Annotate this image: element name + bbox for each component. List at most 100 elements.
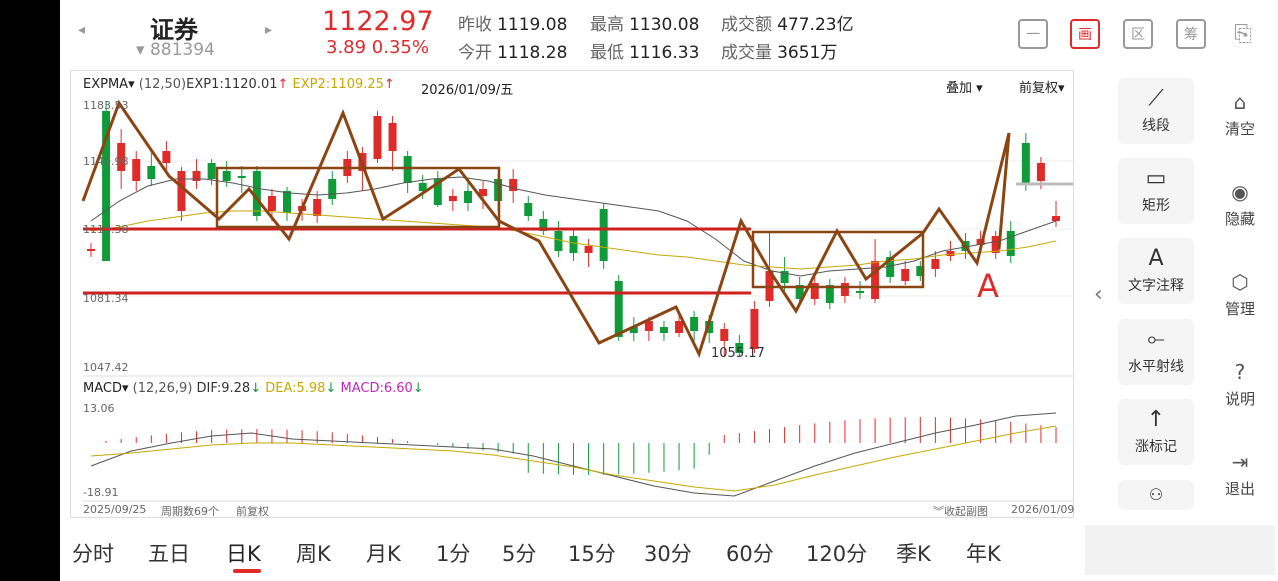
tool-rectangle[interactable]: ▭ 矩形 [1118, 158, 1194, 224]
tab-15min[interactable]: 15分 [568, 542, 616, 566]
adjust-label: 前复权 [1019, 81, 1059, 96]
candle-body [840, 283, 849, 296]
tab-five-day[interactable]: 五日 [148, 542, 190, 566]
dropdown-icon: ▾ [976, 81, 983, 96]
macd-indicator-header: MACD▾ (12,26,9) DIF:9.28↓ DEA:5.98↓ MACD… [83, 381, 424, 396]
macd-selector[interactable]: MACD [83, 381, 122, 396]
stat-label: 今开 [458, 43, 492, 63]
pattern-icon: ⚇ [1148, 485, 1164, 504]
calc-icon[interactable]: 筹 [1176, 19, 1206, 49]
crosshair-date: 2026/01/09/五 [421, 83, 514, 98]
stock-code-text: 881394 [149, 40, 215, 60]
drawn-wave-line[interactable] [81, 99, 1011, 359]
side-label: 说明 [1224, 390, 1255, 408]
indicator-selector[interactable]: EXPMA [83, 77, 129, 92]
section-icon[interactable]: 区 [1123, 19, 1153, 49]
drawn-rectangle-2[interactable] [751, 230, 925, 289]
tool-more[interactable]: ⚇ [1118, 480, 1194, 510]
stock-name: 证券 [150, 16, 198, 44]
side-label: 管理 [1224, 300, 1255, 318]
candle-body [705, 321, 714, 333]
tab-quarterly-k[interactable]: 季K [896, 542, 931, 566]
period-tab-bar: 分时 五日 日K 周K 月K 1分 5分 15分 30分 60分 120分 季K… [60, 532, 1090, 573]
candle-body [162, 151, 171, 163]
candle-body [780, 271, 789, 283]
tool-label: 涨标记 [1135, 439, 1177, 455]
candle-body [524, 203, 533, 216]
candle-body [916, 266, 925, 276]
candle-body [569, 236, 578, 253]
candle-body [1006, 231, 1015, 256]
collapse-subchart-button[interactable]: ︾收起副图 [933, 503, 988, 519]
stat-label: 最低 [590, 43, 624, 63]
candle-body [735, 343, 744, 353]
stock-code[interactable]: ▾ 881394 [136, 40, 215, 60]
candle-body [1036, 163, 1045, 181]
clear-button[interactable]: ⌂ 清空 [1215, 90, 1265, 139]
candle-body [479, 189, 488, 196]
candle-body [886, 257, 895, 277]
exit-icon: ⇥ [1231, 450, 1249, 474]
tab-5min[interactable]: 5分 [502, 542, 537, 566]
tab-intraday[interactable]: 分时 [72, 542, 114, 566]
tab-daily-k[interactable]: 日K [226, 542, 261, 566]
candle-body [810, 283, 819, 299]
stat-volume: 成交量 3651万 [721, 38, 837, 63]
kline-chart-panel[interactable]: EXPMA▾ (12,50)EXP1:1120.01↑ EXP2:1109.25… [70, 70, 1074, 518]
tab-monthly-k[interactable]: 月K [366, 542, 401, 566]
candle-body [403, 156, 412, 183]
macd-y-top: 13.06 [83, 402, 115, 415]
next-stock-arrow-icon[interactable]: ▸ [265, 22, 273, 38]
tab-1min[interactable]: 1分 [436, 542, 471, 566]
candle-body [102, 111, 111, 261]
tab-30min[interactable]: 30分 [644, 542, 692, 566]
eye-icon: ◉ [1231, 180, 1249, 204]
tool-ray[interactable]: ⟜ 水平射线 [1118, 319, 1194, 385]
prev-stock-arrow-icon[interactable]: ◂ [78, 22, 86, 38]
tab-120min[interactable]: 120分 [806, 542, 868, 566]
candle-body [991, 236, 1000, 253]
kline-chart-svg[interactable] [71, 71, 1075, 519]
active-tab-indicator [233, 569, 261, 573]
manage-button[interactable]: ⬡ 管理 [1215, 270, 1265, 319]
tab-weekly-k[interactable]: 周K [296, 542, 331, 566]
annotation-text[interactable]: A [977, 267, 999, 305]
overlay-selector[interactable]: 叠加 ▾ [946, 77, 983, 96]
adjust-selector[interactable]: 前复权▾ [1019, 77, 1065, 96]
minus-icon[interactable]: 一 [1018, 19, 1048, 49]
hide-button[interactable]: ◉ 隐藏 [1215, 180, 1265, 229]
y-axis-mid2: 1115.38 [83, 223, 129, 236]
tool-label: 水平射线 [1128, 359, 1184, 375]
bottom-right-bar[interactable] [1085, 525, 1275, 575]
candle-body [644, 321, 653, 331]
stat-open: 今开 1118.28 [458, 38, 567, 63]
tab-yearly-k[interactable]: 年K [966, 542, 1001, 566]
help-button[interactable]: ? 说明 [1215, 360, 1265, 409]
period-count: 周期数69个 [161, 505, 219, 518]
y-axis-mid1: 1149.98 [83, 155, 129, 168]
draw-icon[interactable]: 画 [1070, 19, 1100, 49]
candle-body [132, 159, 141, 181]
y-axis-mid3: 1081.34 [83, 292, 129, 305]
exit-button[interactable]: ⇥ 退出 [1215, 450, 1265, 499]
tool-up-mark[interactable]: ↑ 涨标记 [1118, 399, 1194, 465]
candle-body [931, 259, 940, 269]
drawn-wave-line-2[interactable] [997, 132, 1011, 250]
candle-body [855, 291, 864, 293]
tool-text[interactable]: A 文字注释 [1118, 238, 1194, 304]
candle-body [509, 179, 518, 191]
drawn-rectangle-1[interactable] [215, 166, 501, 229]
stat-value: 1130.08 [629, 15, 700, 35]
tab-60min[interactable]: 60分 [726, 542, 774, 566]
stat-label: 成交量 [721, 43, 772, 63]
manage-icon: ⬡ [1231, 270, 1249, 294]
tool-line-segment[interactable]: ⟋ 线段 [1118, 78, 1194, 144]
candle-body [825, 285, 834, 303]
stat-label: 成交额 [721, 15, 772, 35]
collapse-tools-icon[interactable]: ‹ [1094, 282, 1103, 307]
rectangle-icon: ▭ [1145, 166, 1167, 191]
screen-icon[interactable]: ⎘ [1234, 21, 1252, 47]
dif-line [90, 412, 1057, 497]
candle-body [267, 196, 276, 211]
stat-value: 1118.28 [497, 43, 568, 63]
